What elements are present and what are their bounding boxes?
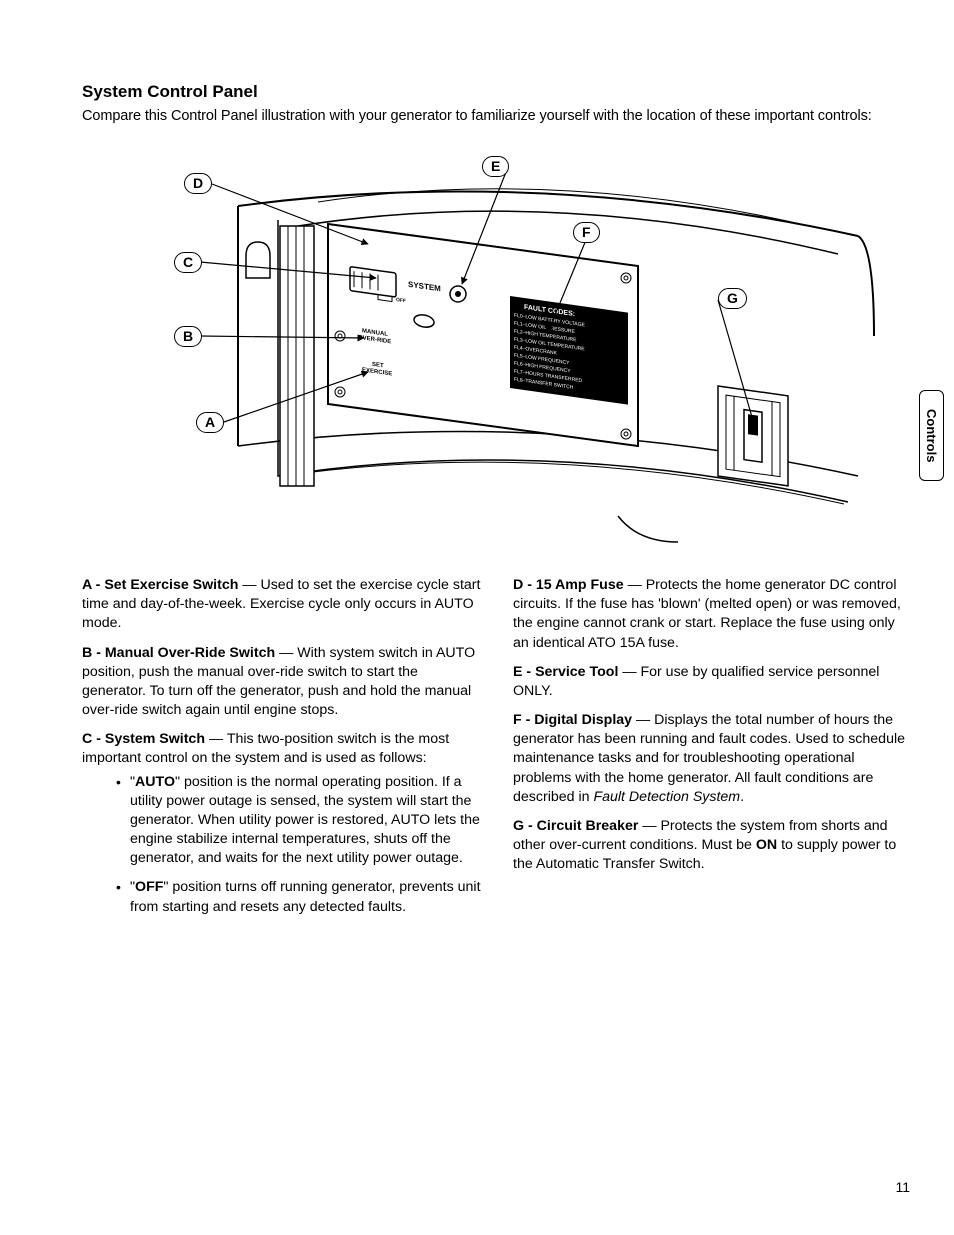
- callout-E: E: [482, 156, 509, 177]
- bullet-auto-lead: AUTO: [135, 774, 175, 790]
- label-C: C - System Switch: [82, 731, 205, 747]
- entry-F: F - Digital Display — Displays the total…: [513, 711, 914, 807]
- entry-A: A - Set Exercise Switch — Used to set th…: [82, 576, 483, 634]
- text-G-bold: ON: [756, 837, 777, 853]
- description-columns: A - Set Exercise Switch — Used to set th…: [82, 576, 914, 927]
- label-D: D - 15 Amp Fuse: [513, 577, 624, 593]
- intro-text: Compare this Control Panel illustration …: [82, 108, 914, 124]
- bullet-off-lead: OFF: [135, 879, 163, 895]
- bullet-off-rest: " position turns off running generator, …: [130, 879, 481, 914]
- bullet-off: "OFF" position turns off running generat…: [116, 878, 483, 916]
- label-E: E - Service Tool: [513, 664, 618, 680]
- text-F-tail: .: [740, 789, 744, 805]
- callout-F: F: [573, 222, 600, 243]
- entry-G: G - Circuit Breaker — Protects the syste…: [513, 817, 914, 875]
- entry-D: D - 15 Amp Fuse — Protects the home gene…: [513, 576, 914, 653]
- callout-D: D: [184, 173, 212, 194]
- entry-E: E - Service Tool — For use by qualified …: [513, 663, 914, 701]
- callout-G: G: [718, 288, 747, 309]
- control-panel-diagram: D E F G C B A SYSTEM AUTO OF: [118, 146, 878, 546]
- right-column: D - 15 Amp Fuse — Protects the home gene…: [513, 576, 914, 927]
- callout-B: B: [174, 326, 202, 347]
- page-heading: System Control Panel: [82, 82, 914, 102]
- label-G: G - Circuit Breaker: [513, 818, 638, 834]
- page-number: 11: [895, 1179, 910, 1195]
- callout-C: C: [174, 252, 202, 273]
- bullet-auto-rest: " position is the normal operating posit…: [130, 774, 480, 867]
- text-F-italic: Fault Detection System: [593, 789, 740, 805]
- callout-A: A: [196, 412, 224, 433]
- entry-B: B - Manual Over-Ride Switch — With syste…: [82, 644, 483, 721]
- left-column: A - Set Exercise Switch — Used to set th…: [82, 576, 483, 927]
- entry-C: C - System Switch — This two-position sw…: [82, 730, 483, 917]
- side-tab-controls: Controls: [919, 390, 944, 481]
- label-F: F - Digital Display: [513, 712, 632, 728]
- label-B: B - Manual Over-Ride Switch: [82, 645, 275, 661]
- label-A: A - Set Exercise Switch: [82, 577, 238, 593]
- bullet-auto: "AUTO" position is the normal operating …: [116, 773, 483, 869]
